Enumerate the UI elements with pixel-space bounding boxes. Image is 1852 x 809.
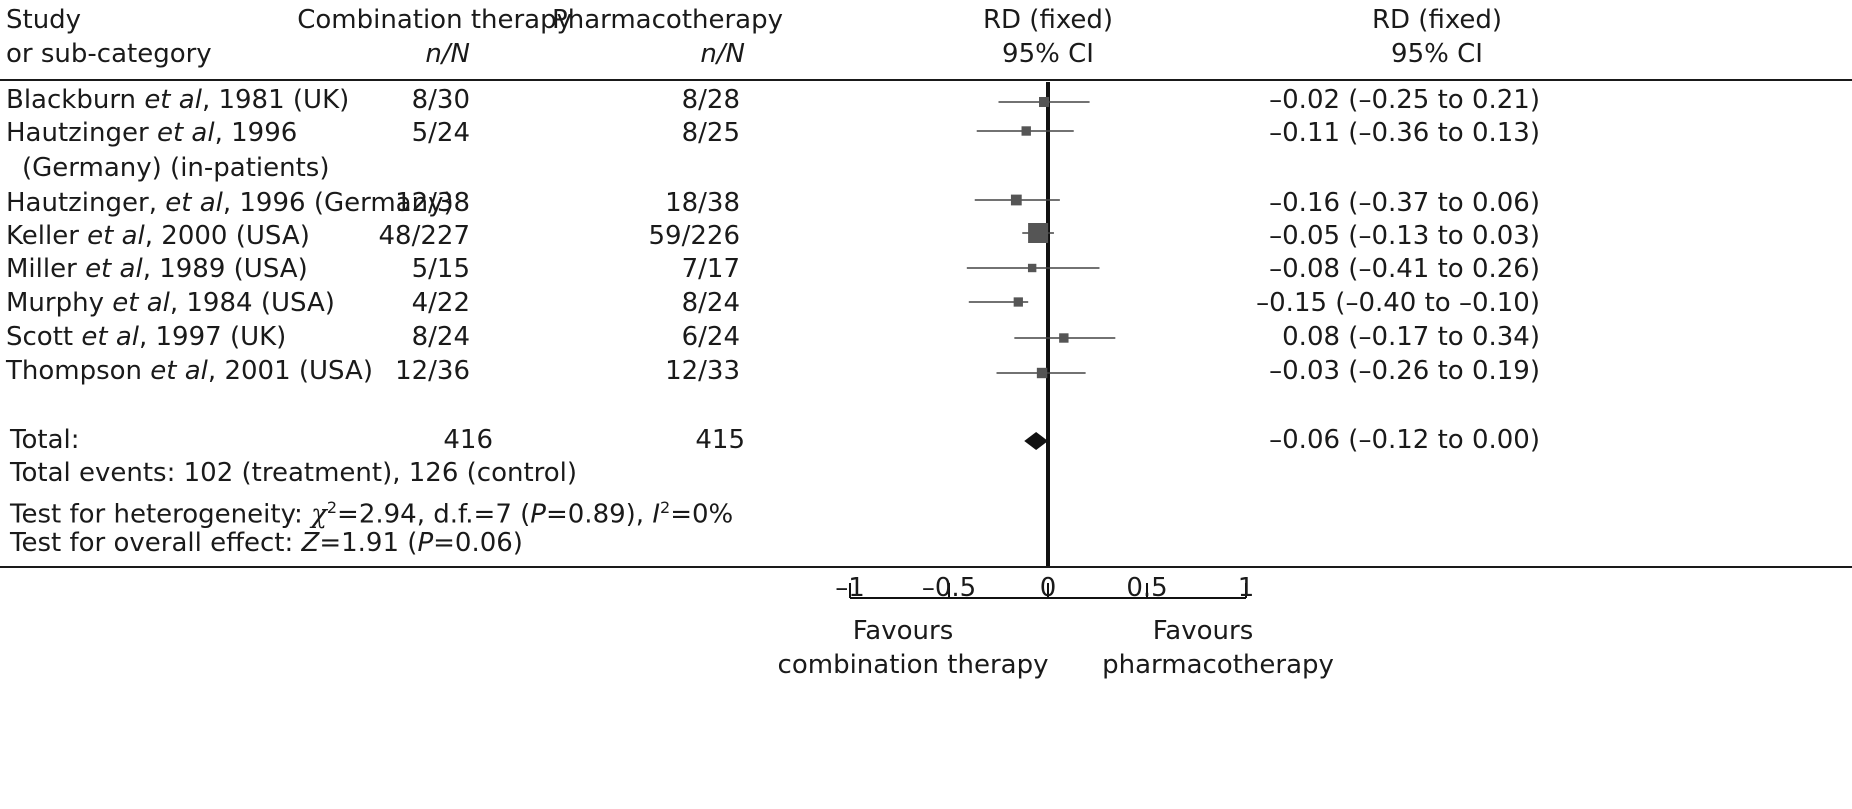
study-pharmaco: 6/24 [681,322,740,352]
study-name: Murphy et al, 1984 (USA) [6,288,335,318]
favours-right-1: Favours [1152,616,1254,646]
heterogeneity-test: Test for heterogeneity: χ2=2.94, d.f.=7 … [10,498,734,530]
pooled-diamond [1024,432,1048,450]
study-name: Scott et al, 1997 (UK) [6,322,287,352]
x-tick-label: 1 [1238,573,1255,603]
effect-marker [1059,333,1069,343]
study-name-continued: (Germany) (in-patients) [22,153,330,183]
favours-left-1: Favours [852,616,954,646]
x-tick-label: –0.5 [922,573,976,603]
effect-marker [1039,96,1050,108]
header-subcategory: or sub-category [6,39,212,69]
study-combination: 48/227 [378,221,470,251]
study-name: Keller et al, 2000 (USA) [6,221,310,251]
effect-marker [1013,297,1023,307]
favours-right-2: pharmacotherapy [1102,650,1334,680]
header-rd-text: RD (fixed) [1371,5,1503,35]
effect-marker [1036,367,1048,379]
effect-marker [1010,194,1022,206]
study-combination: 5/24 [411,118,470,148]
total-pharmaco: 415 [695,425,745,455]
study-combination: 12/38 [395,188,470,218]
study-name: Hautzinger, et al, 1996 (Germany) [6,188,454,218]
study-combination: 12/36 [395,356,470,386]
favours-left-2: combination therapy [777,650,1049,680]
x-tick-label: 0.5 [1126,573,1167,603]
study-pharmaco: 7/17 [681,254,740,284]
study-ci-text: –0.08 (–0.41 to 0.26) [1269,254,1540,284]
effect-marker [1027,263,1037,273]
header-combination-nN: n/N [425,39,470,69]
study-ci-text: –0.16 (–0.37 to 0.06) [1269,188,1540,218]
study-ci-text: –0.15 (–0.40 to –0.10) [1256,288,1540,318]
study-pharmaco: 8/25 [681,118,740,148]
study-ci-text: 0.08 (–0.17 to 0.34) [1282,322,1540,352]
x-tick-label: 0 [1040,573,1057,603]
header-combination-therapy: Combination therapy [297,5,572,35]
study-combination: 4/22 [411,288,470,318]
total-ci-text: –0.06 (–0.12 to 0.00) [1269,425,1540,455]
study-combination: 5/15 [411,254,470,284]
study-name: Hautzinger et al, 1996 [6,118,298,148]
footer-rule [0,566,1852,568]
study-ci-text: –0.02 (–0.25 to 0.21) [1269,85,1540,115]
study-pharmaco: 8/24 [681,288,740,318]
study-ci-text: –0.05 (–0.13 to 0.03) [1269,221,1540,251]
study-pharmaco: 59/226 [648,221,740,251]
total-label: Total: [10,425,80,455]
effect-marker [1021,126,1031,136]
header-rd-plot-ci: 95% CI [1002,39,1094,69]
study-ci-text: –0.03 (–0.26 to 0.19) [1269,356,1540,386]
study-combination: 8/30 [411,85,470,115]
study-ci-text: –0.11 (–0.36 to 0.13) [1269,118,1540,148]
effect-marker [1028,223,1049,243]
study-name: Miller et al, 1989 (USA) [6,254,308,284]
header-pharmaco-nN: n/N [700,39,745,69]
study-name: Thompson et al, 2001 (USA) [6,356,373,386]
study-name: Blackburn et al, 1981 (UK) [6,85,350,115]
study-combination: 8/24 [411,322,470,352]
study-pharmaco: 8/28 [681,85,740,115]
header-study: Study [6,5,82,35]
header-rd-plot: RD (fixed) [982,5,1114,35]
x-tick-label: –1 [835,573,865,603]
header-pharmacotherapy: Pharmacotherapy [552,5,783,35]
overall-effect-test: Test for overall effect: Z=1.91 (P=0.06) [10,528,523,558]
study-pharmaco: 12/33 [665,356,740,386]
study-pharmaco: 18/38 [665,188,740,218]
total-events: Total events: 102 (treatment), 126 (cont… [10,458,578,488]
header-rule [0,79,1852,81]
total-combination: 416 [443,425,493,455]
header-rd-text-ci: 95% CI [1391,39,1483,69]
